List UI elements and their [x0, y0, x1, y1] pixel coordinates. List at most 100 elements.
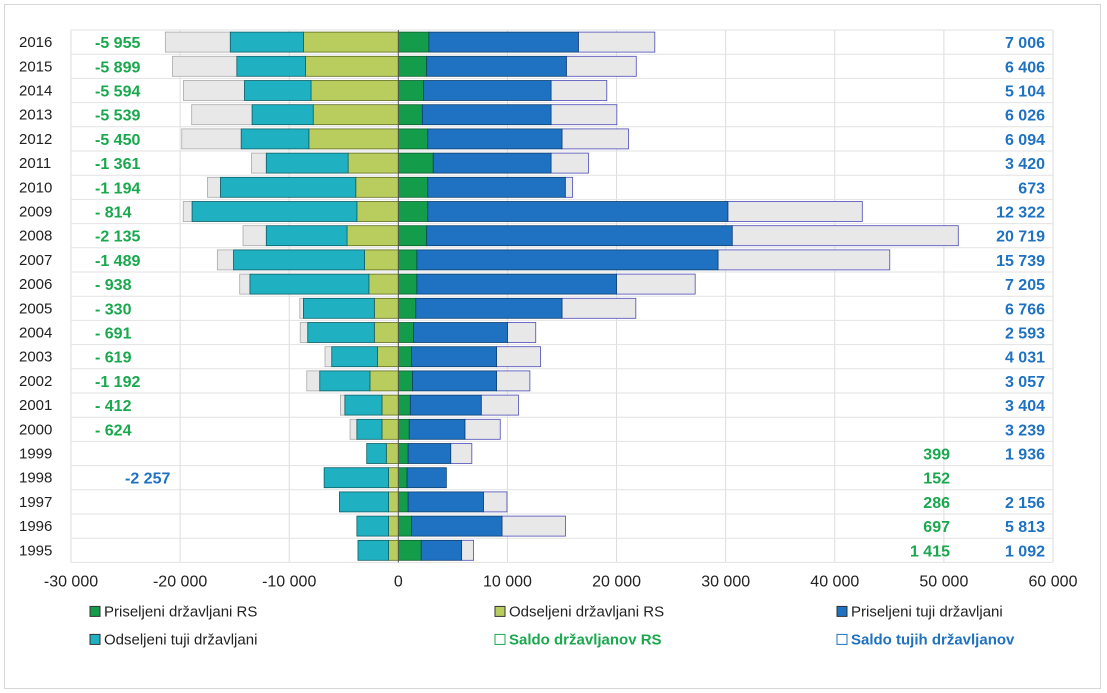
- bar-priseljeni-tuji: [427, 201, 729, 222]
- ghost-bar-positive: [564, 176, 574, 198]
- saldo-rs-label: - 938: [95, 277, 132, 294]
- saldo-tuji-label: 6 026: [1005, 108, 1045, 125]
- ghost-bar-positive: [550, 104, 618, 126]
- ghost-bar-positive: [507, 322, 537, 343]
- bar-priseljeni-rs: [397, 515, 412, 537]
- bar-odseljeni-rs: [303, 31, 399, 53]
- bar-priseljeni-tuji: [420, 539, 463, 561]
- year-tick-label: 1995: [19, 542, 52, 559]
- legend-label-odseljeni_tuji: Odseljeni tuji državljani: [104, 631, 257, 648]
- ghost-bar-negative: [239, 273, 251, 295]
- chart-frame: 2016 -5 955 7 006 2015 -5 899 6 406 2014 -5 594…: [4, 4, 1101, 689]
- saldo-rs-label: 152: [923, 471, 950, 488]
- bar-odseljeni-tuji: [307, 322, 375, 343]
- bar-priseljeni-rs: [397, 31, 430, 53]
- ghost-bar-positive: [731, 225, 959, 247]
- bar-priseljeni-rs: [397, 128, 429, 150]
- ghost-bar-negative: [299, 322, 309, 343]
- bar-priseljeni-rs: [397, 418, 410, 440]
- ghost-bar-positive: [727, 201, 863, 222]
- ghost-bar-negative: [182, 201, 193, 222]
- x-tick-label: -20 000: [153, 573, 207, 590]
- saldo-tuji-label: 6 406: [1005, 59, 1045, 76]
- ghost-bar-negative: [339, 394, 346, 416]
- bar-odseljeni-rs: [368, 273, 399, 295]
- bar-priseljeni-tuji: [415, 297, 563, 319]
- bar-priseljeni-rs: [397, 467, 408, 489]
- saldo-tuji-label: 7 006: [1005, 35, 1045, 52]
- bar-priseljeni-rs: [397, 225, 428, 247]
- bar-odseljeni-rs: [388, 515, 399, 537]
- ghost-bar-negative: [172, 55, 238, 77]
- bar-priseljeni-tuji: [407, 491, 484, 513]
- saldo-rs-label: - 330: [95, 301, 132, 318]
- year-tick-label: 2006: [19, 276, 52, 293]
- bar-priseljeni-tuji: [416, 273, 617, 295]
- ghost-bar-negative: [242, 225, 267, 247]
- bar-odseljeni-rs: [308, 128, 399, 150]
- saldo-rs-label: -5 594: [95, 84, 140, 101]
- bar-priseljeni-tuji: [412, 370, 497, 392]
- x-tick-label: 10 000: [483, 573, 532, 590]
- saldo-tuji-label: 2 593: [1005, 326, 1045, 343]
- year-tick-label: 2010: [19, 179, 52, 196]
- ghost-bar-negative: [181, 128, 242, 150]
- bar-priseljeni-tuji: [432, 152, 552, 174]
- bar-odseljeni-tuji: [344, 394, 383, 416]
- x-tick-label: 20 000: [592, 573, 641, 590]
- x-tick-label: 40 000: [810, 573, 859, 590]
- year-tick-label: 2008: [19, 228, 52, 245]
- bar-odseljeni-tuji: [220, 176, 357, 198]
- year-tick-label: 2012: [19, 131, 52, 148]
- bar-odseljeni-tuji: [229, 31, 304, 53]
- saldo-tuji-label: 2 156: [1005, 495, 1045, 512]
- saldo-rs-label: -1 194: [95, 180, 140, 197]
- saldo-rs-label: 1 415: [910, 543, 950, 560]
- bar-odseljeni-tuji: [244, 80, 312, 101]
- bar-odseljeni-tuji: [339, 491, 389, 513]
- bar-priseljeni-tuji: [407, 443, 452, 464]
- year-tick-label: 2003: [19, 349, 52, 366]
- saldo-tuji-label: 4 031: [1005, 350, 1045, 367]
- bar-priseljeni-tuji: [427, 176, 566, 198]
- ghost-bar-positive: [483, 491, 508, 513]
- year-tick-label: 2000: [19, 421, 52, 438]
- year-tick-label: 2002: [19, 373, 52, 390]
- year-tick-label: 1996: [19, 518, 52, 535]
- bar-priseljeni-rs: [397, 539, 422, 561]
- year-tick-label: 2001: [19, 397, 52, 414]
- legend-swatch-priseljeni_rs: [89, 605, 101, 617]
- saldo-rs-label: - 624: [95, 422, 132, 439]
- bar-priseljeni-tuji: [423, 80, 552, 101]
- bar-odseljeni-rs: [388, 467, 399, 489]
- ghost-bar-positive: [561, 297, 637, 319]
- bar-odseljeni-rs: [373, 322, 399, 343]
- saldo-rs-label: -5 955: [95, 35, 140, 52]
- x-tick-label: 60 000: [1029, 573, 1078, 590]
- year-tick-label: 2004: [19, 325, 52, 342]
- ghost-bar-positive: [501, 515, 566, 537]
- bar-priseljeni-rs: [397, 394, 411, 416]
- bar-priseljeni-rs: [397, 55, 428, 77]
- bar-priseljeni-tuji: [426, 225, 733, 247]
- bar-odseljeni-tuji: [303, 297, 375, 319]
- bar-priseljeni-tuji: [416, 249, 719, 271]
- saldo-rs-label: - 814: [95, 205, 132, 222]
- ghost-bar-positive: [550, 80, 608, 101]
- bar-odseljeni-tuji: [191, 201, 358, 222]
- saldo-tuji-label: -2 257: [125, 471, 170, 488]
- bar-priseljeni-tuji: [426, 55, 567, 77]
- year-tick-label: 2007: [19, 252, 52, 269]
- saldo-tuji-label: 1 092: [1005, 543, 1045, 560]
- bar-odseljeni-rs: [373, 297, 399, 319]
- bar-odseljeni-tuji: [236, 55, 306, 77]
- bar-odseljeni-rs: [347, 152, 399, 174]
- year-tick-label: 2013: [19, 107, 52, 124]
- saldo-rs-label: - 619: [95, 350, 132, 367]
- saldo-rs-label: -5 899: [95, 59, 140, 76]
- bar-odseljeni-rs: [388, 539, 399, 561]
- ghost-bar-negative: [216, 249, 234, 271]
- saldo-tuji-label: 6 094: [1005, 132, 1045, 149]
- year-tick-label: 2014: [19, 83, 52, 100]
- bar-priseljeni-rs: [397, 80, 424, 101]
